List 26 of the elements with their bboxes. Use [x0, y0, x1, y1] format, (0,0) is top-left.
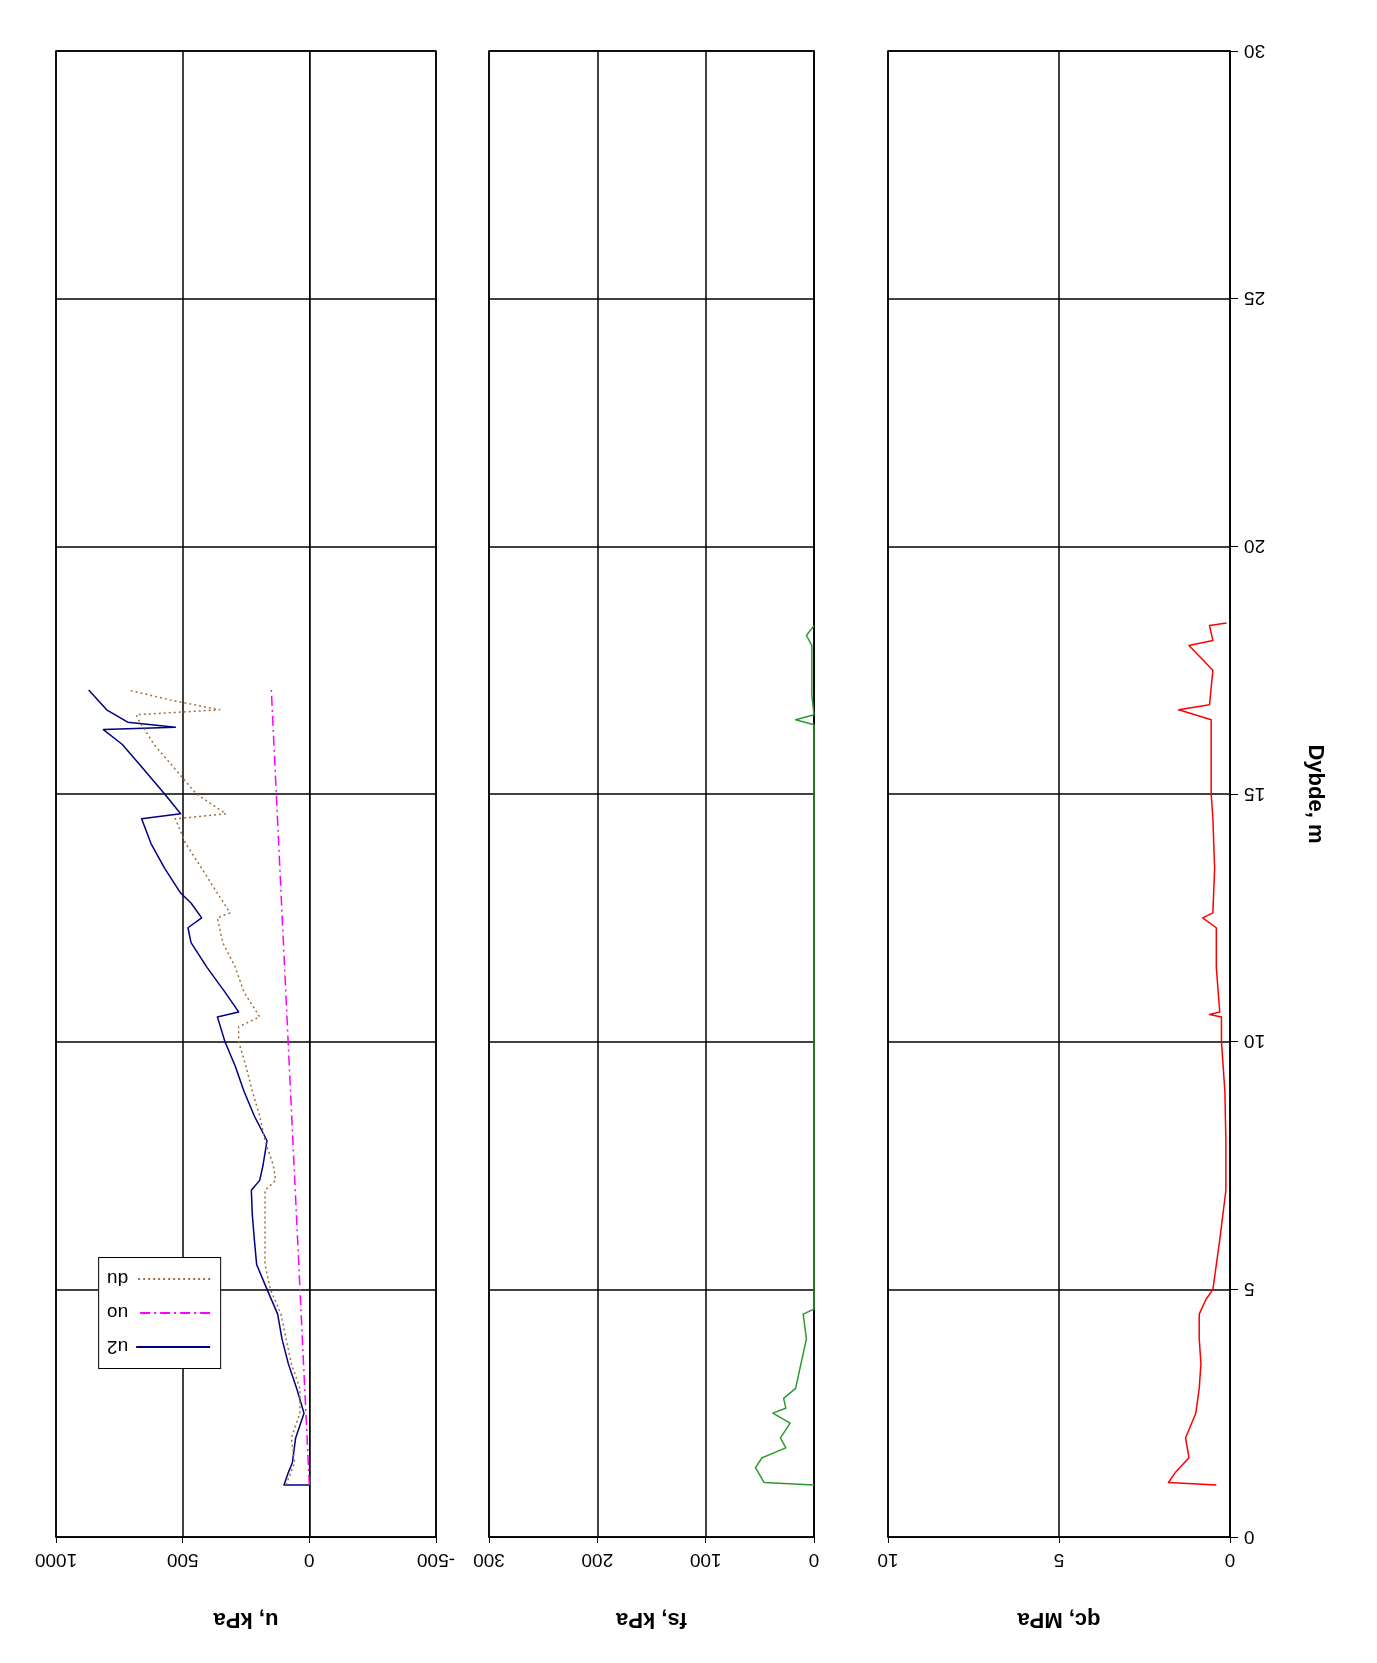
- y-tick-label: 0: [1244, 1526, 1255, 1548]
- x-tick-label: 100: [689, 1550, 722, 1571]
- line-series: [1167, 622, 1228, 1486]
- x-tick-label: 0: [304, 1550, 315, 1571]
- y-tick-label: 30: [1244, 40, 1266, 62]
- x-tick-label: 0: [808, 1550, 820, 1571]
- x-tick-label: 300: [473, 1550, 505, 1571]
- legend-label: du: [107, 1268, 129, 1290]
- legend-label: uo: [107, 1302, 129, 1324]
- y-axis-title: Dybde, m: [1303, 744, 1329, 844]
- y-tick-label: 10: [1244, 1031, 1266, 1053]
- x-tick-label: 1000: [34, 1550, 78, 1571]
- legend-label: u2: [107, 1336, 129, 1358]
- y-tick-label: 25: [1244, 288, 1266, 310]
- x-axis-title: u, kPa: [212, 1607, 279, 1633]
- x-tick-label: 200: [581, 1550, 614, 1571]
- x-tick-label: -500: [416, 1550, 456, 1571]
- x-axis-title: fs, kPa: [615, 1607, 687, 1633]
- x-axis-title: qc, MPa: [1016, 1607, 1101, 1633]
- x-tick-label: 0: [1224, 1550, 1236, 1571]
- y-tick-label: 15: [1244, 783, 1266, 805]
- x-tick-label: 500: [166, 1550, 199, 1571]
- x-tick-label: 10: [877, 1550, 899, 1571]
- y-tick-label: 20: [1244, 535, 1266, 557]
- y-tick-label: 5: [1244, 1278, 1255, 1300]
- x-tick-label: 5: [1053, 1550, 1065, 1571]
